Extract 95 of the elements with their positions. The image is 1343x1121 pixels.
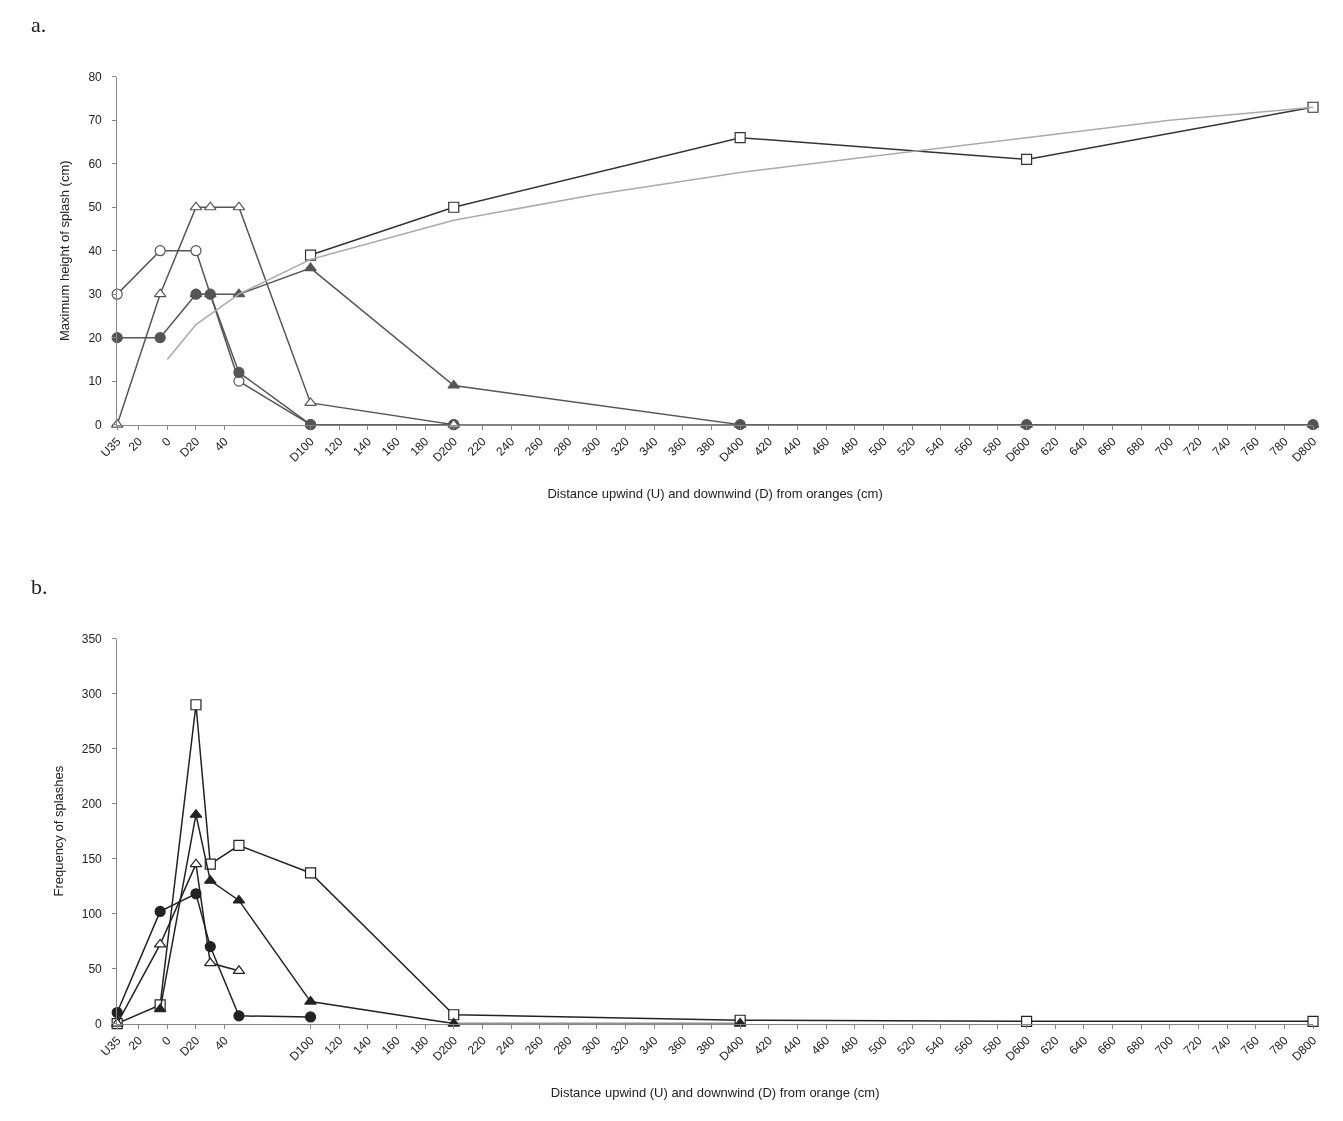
x-tick-label: 420	[751, 1033, 776, 1058]
x-tick-label: 420	[751, 434, 776, 459]
x-tick-label: 240	[493, 434, 518, 459]
x-tick-label: 720	[1180, 1033, 1206, 1058]
x-tick-label: 220	[464, 434, 489, 459]
x-tick-label: 580	[980, 1033, 1005, 1058]
x-tick-label: 160	[378, 1033, 404, 1058]
x-tick-label: 20	[125, 434, 146, 454]
y-tick-label: 30	[88, 287, 103, 302]
x-tick-label: 500	[865, 434, 890, 459]
y-axis-title: Maximum height of splash (cm)	[57, 160, 73, 342]
x-tick-label: 300	[579, 1033, 604, 1058]
x-tick-label: 680	[1123, 434, 1148, 459]
x-tick-label: 0	[159, 434, 174, 450]
y-tick-label: 10	[88, 374, 103, 389]
x-tick-label: 20	[125, 1033, 146, 1053]
x-tick-label: U35	[98, 434, 124, 460]
x-tick-label: 760	[1238, 434, 1263, 459]
x-tick-label: 320	[607, 1033, 633, 1058]
y-tick-label: 20	[88, 330, 103, 345]
y-tick-label: 70	[88, 113, 103, 128]
chart-title: b.	[31, 574, 48, 599]
chart-title: a.	[31, 12, 47, 37]
y-tick-label: 150	[81, 851, 103, 866]
x-tick-label: 440	[779, 434, 805, 459]
x-tick-label: 140	[350, 434, 375, 459]
y-tick-label: 250	[81, 741, 103, 756]
y-tick-label: 40	[88, 243, 103, 258]
x-tick-label: 440	[779, 1033, 805, 1058]
x-tick-label: D20	[176, 1033, 203, 1059]
y-tick-label: 0	[95, 1016, 103, 1031]
x-tick-label: 660	[1094, 1033, 1120, 1058]
x-tick-label: 780	[1266, 434, 1291, 459]
x-tick-label: 280	[550, 1033, 575, 1058]
x-tick-label: 40	[211, 434, 232, 454]
x-tick-label: 640	[1066, 1033, 1091, 1058]
x-tick-label: 380	[693, 434, 719, 459]
y-tick-label: 50	[88, 200, 103, 215]
x-tick-label: 160	[378, 434, 404, 459]
x-tick-label: 480	[837, 1033, 862, 1058]
x-tick-label: 240	[493, 1033, 518, 1058]
x-tick-label: 360	[665, 1033, 690, 1058]
x-tick-label: 260	[521, 1033, 547, 1058]
x-tick-label: 620	[1037, 1033, 1062, 1058]
x-tick-label: 520	[894, 434, 919, 459]
x-tick-label: 560	[951, 434, 976, 459]
y-tick-label: 50	[88, 961, 103, 976]
y-tick-label: 60	[88, 156, 103, 171]
x-tick-label: D20	[176, 434, 203, 460]
x-tick-label: 480	[837, 434, 862, 459]
x-tick-label: 640	[1066, 434, 1091, 459]
x-tick-label: 500	[865, 1033, 890, 1058]
x-tick-label: 680	[1123, 1033, 1148, 1058]
x-tick-label: 520	[894, 1033, 919, 1058]
x-tick-label: 280	[550, 434, 575, 459]
x-tick-label: 700	[1152, 1033, 1177, 1058]
x-tick-label: 260	[521, 434, 547, 459]
x-tick-label: U35	[98, 1033, 124, 1059]
y-tick-label: 200	[81, 796, 103, 811]
x-tick-label: 460	[808, 1033, 833, 1058]
x-tick-label: 360	[665, 434, 690, 459]
x-tick-label: 180	[407, 1033, 432, 1058]
x-axis-title: Distance upwind (U) and downwind (D) from orange (cm)	[550, 1085, 880, 1101]
x-tick-label: 0	[159, 1033, 174, 1049]
x-tick-label: 580	[980, 434, 1005, 459]
x-tick-label: 620	[1037, 434, 1062, 459]
x-tick-label: 720	[1180, 434, 1206, 459]
y-tick-label: 350	[81, 631, 103, 646]
x-axis-title: Distance upwind (U) and downwind (D) from oranges (cm)	[547, 486, 883, 502]
x-tick-label: 700	[1152, 434, 1177, 459]
x-tick-label: 380	[693, 1033, 719, 1058]
x-tick-label: 340	[636, 1033, 661, 1058]
x-tick-label: 660	[1094, 434, 1120, 459]
x-tick-label: 140	[350, 1033, 375, 1058]
x-tick-label: 220	[464, 1033, 489, 1058]
y-tick-label: 0	[95, 417, 103, 432]
y-tick-label: 80	[88, 69, 103, 84]
x-tick-label: 300	[579, 434, 604, 459]
x-tick-label: 120	[321, 1033, 346, 1058]
x-tick-label: 540	[922, 1033, 948, 1058]
x-tick-label: 560	[951, 1033, 976, 1058]
x-tick-label: 780	[1266, 1033, 1291, 1058]
y-tick-label: 300	[81, 686, 103, 701]
x-tick-label: 180	[407, 434, 432, 459]
x-tick-label: 340	[636, 434, 661, 459]
y-tick-label: 100	[81, 906, 103, 921]
x-tick-label: 320	[607, 434, 633, 459]
x-tick-label: 40	[211, 1033, 232, 1053]
x-tick-label: 460	[808, 434, 833, 459]
x-tick-label: 120	[321, 434, 346, 459]
x-tick-label: 760	[1238, 1033, 1263, 1058]
y-axis-title: Frequency of splashes	[50, 765, 66, 897]
x-tick-label: 540	[922, 434, 948, 459]
x-tick-label: 740	[1209, 434, 1234, 459]
x-tick-label: 740	[1209, 1033, 1234, 1058]
